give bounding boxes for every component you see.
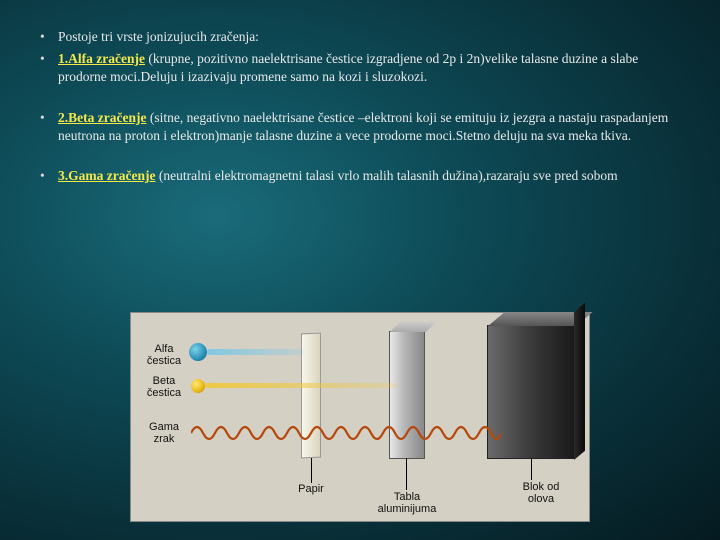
label-alfa: Alfačestica [139,343,189,367]
alpha-particle-icon [189,343,207,361]
bullet-mark: • [40,28,58,46]
highlight-beta: 2.Beta zračenje [58,110,146,125]
bullet-text: Postoje tri vrste jonizujucih zračenja: [58,28,680,46]
label-gama: Gamazrak [139,421,189,445]
label-blok: Blok odolova [501,481,581,505]
bullet-mark: • [40,109,58,145]
bullet-text: 3.Gama zračenje (neutralni elektromagnet… [58,167,680,185]
pointer-tabla [406,458,407,490]
beta-particle-icon [191,379,205,393]
bullet-4: • 3.Gama zračenje (neutralni elektromagn… [40,167,680,185]
plain-text: (sitne, negativno naelektrisane čestice … [58,110,668,143]
bullet-text: 2.Beta zračenje (sitne, negativno naelek… [58,109,680,145]
pointer-blok [531,458,532,480]
label-papir: Papir [281,483,341,495]
text-content: • Postoje tri vrste jonizujucih zračenja… [0,0,720,199]
plain-text: (neutralni elektromagnetni talasi vrlo m… [155,168,617,183]
plain-text: (krupne, pozitivno naelektrisane čestice… [58,51,638,84]
radiation-diagram: Alfačestica Betačestica Gamazrak Papir T… [130,312,590,522]
label-tabla: Tablaaluminijuma [367,491,447,515]
highlight-alfa: 1.Alfa zračenje [58,51,145,66]
bullet-mark: • [40,167,58,185]
label-beta: Betačestica [139,375,189,399]
beta-ray [205,383,397,388]
bullet-3: • 2.Beta zračenje (sitne, negativno nael… [40,109,680,145]
bullet-mark: • [40,50,58,86]
highlight-gama: 3.Gama zračenje [58,168,155,183]
bullet-1: • Postoje tri vrste jonizujucih zračenja… [40,28,680,46]
pointer-papir [311,458,312,483]
alpha-ray [207,349,303,355]
bullet-text: 1.Alfa zračenje (krupne, pozitivno naele… [58,50,680,86]
gamma-wave-icon [191,421,501,445]
bullet-2: • 1.Alfa zračenje (krupne, pozitivno nae… [40,50,680,86]
